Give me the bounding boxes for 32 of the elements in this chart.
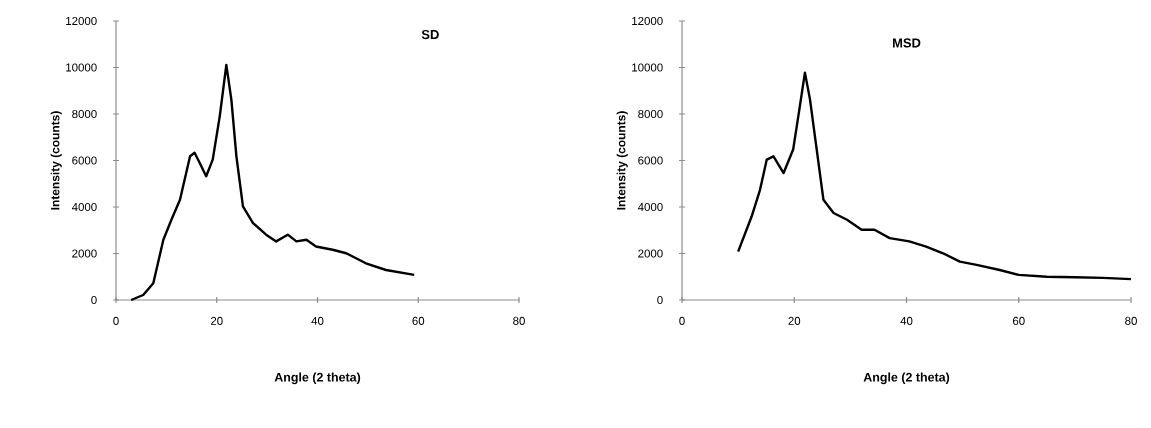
- y-tick-label: 2000: [72, 249, 97, 258]
- x-tick-label: 80: [513, 316, 525, 325]
- text: MSD: [892, 38, 921, 48]
- y-tick-label: 6000: [72, 156, 97, 165]
- y-tick-label: 10000: [66, 63, 97, 72]
- x-tick-label: 80: [1125, 316, 1137, 325]
- y-tick-label: 6000: [638, 156, 663, 165]
- y-tick-label: 2000: [638, 249, 663, 258]
- y-axis-title: Intensity (counts): [50, 111, 62, 210]
- y-tick-label: 8000: [72, 109, 97, 119]
- x-tick-label: 40: [900, 316, 913, 325]
- x-tick-label: 20: [788, 316, 801, 325]
- y-axis-title: Intensity (counts): [616, 111, 628, 210]
- y-tick-label: 8000: [638, 109, 663, 119]
- line-series: [736, 71, 1133, 281]
- x-axis-title: Angle (2 theta): [274, 372, 361, 385]
- y-tick-label: 4000: [637, 202, 663, 212]
- line-series: [129, 63, 416, 302]
- y-tick-label: 12000: [632, 16, 663, 26]
- x-tick-label: 60: [1012, 316, 1025, 325]
- x-tick-label: 0: [113, 316, 119, 325]
- y-tick-label: 10000: [632, 63, 663, 72]
- x-axis-title: Angle (2 theta): [863, 372, 950, 385]
- x-tick-label: 20: [210, 316, 223, 325]
- y-tick-label: 4000: [71, 202, 97, 212]
- y-tick-label: 0: [657, 295, 663, 305]
- y-tick-label: 0: [91, 295, 97, 305]
- x-tick-label: 40: [311, 316, 324, 325]
- x-tick-label: 0: [679, 316, 685, 325]
- text: SD: [421, 29, 439, 40]
- x-tick-label: 60: [412, 316, 425, 325]
- y-tick-label: 12000: [66, 16, 97, 26]
